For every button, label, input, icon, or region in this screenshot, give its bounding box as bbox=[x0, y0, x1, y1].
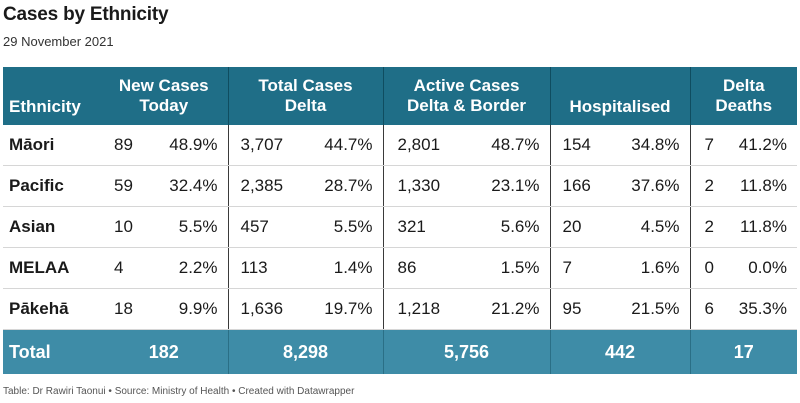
cell-total-pct: 28.7% bbox=[303, 165, 383, 207]
cell-death-count: 2 bbox=[689, 165, 726, 207]
total-label: Total bbox=[3, 329, 100, 374]
header-active-cases-label: Active Cases Delta & Border bbox=[406, 76, 527, 115]
total-active-cases: 5,756 bbox=[382, 329, 550, 374]
cell-active-count: 1,218 bbox=[382, 288, 465, 330]
header-active-cases: Active Cases Delta & Border bbox=[382, 67, 550, 125]
table-subtitle: 29 November 2021 bbox=[3, 34, 114, 49]
header-row: Ethnicity New Cases Today Total Cases De… bbox=[3, 67, 797, 125]
table-row: Māori 89 48.9% 3,707 44.7% 2,801 48.7% 1… bbox=[3, 125, 797, 166]
cell-active-pct: 21.2% bbox=[465, 288, 550, 330]
cell-hosp-count: 166 bbox=[549, 165, 612, 207]
cell-hosp-count: 20 bbox=[549, 206, 612, 248]
cell-ethnicity: MELAA bbox=[3, 247, 100, 289]
cell-hosp-count: 95 bbox=[549, 288, 612, 330]
cell-total-count: 113 bbox=[227, 247, 303, 289]
cell-ethnicity: Pākehā bbox=[3, 288, 100, 330]
cell-hosp-count: 7 bbox=[549, 247, 612, 289]
cell-active-pct: 1.5% bbox=[465, 247, 550, 289]
cell-total-count: 2,385 bbox=[227, 165, 303, 207]
cell-new-pct: 9.9% bbox=[148, 288, 228, 330]
header-total-cases-label: Total Cases Delta bbox=[258, 76, 353, 115]
cell-death-count: 6 bbox=[689, 288, 726, 330]
cell-hosp-pct: 21.5% bbox=[612, 288, 690, 330]
cell-total-pct: 19.7% bbox=[303, 288, 383, 330]
cell-active-pct: 5.6% bbox=[465, 206, 550, 248]
cell-total-count: 3,707 bbox=[227, 125, 303, 166]
cell-ethnicity: Pacific bbox=[3, 165, 100, 207]
cell-active-count: 86 bbox=[382, 247, 465, 289]
cell-total-pct: 1.4% bbox=[303, 247, 383, 289]
header-new-cases-label: New Cases Today bbox=[118, 76, 209, 115]
cell-death-pct: 35.3% bbox=[726, 288, 797, 330]
header-deaths: Delta Deaths bbox=[689, 67, 797, 125]
cell-ethnicity: Māori bbox=[3, 125, 100, 166]
cell-death-count: 0 bbox=[689, 247, 726, 289]
cell-new-count: 89 bbox=[100, 125, 148, 166]
cell-hosp-pct: 4.5% bbox=[612, 206, 690, 248]
cell-hosp-pct: 1.6% bbox=[612, 247, 690, 289]
cases-table: Ethnicity New Cases Today Total Cases De… bbox=[3, 67, 797, 374]
cell-active-count: 321 bbox=[382, 206, 465, 248]
cell-death-pct: 11.8% bbox=[726, 165, 797, 207]
cell-active-pct: 23.1% bbox=[465, 165, 550, 207]
header-new-cases: New Cases Today bbox=[100, 67, 228, 125]
total-cases: 8,298 bbox=[227, 329, 383, 374]
cell-hosp-pct: 34.8% bbox=[612, 125, 690, 166]
header-deaths-label: Delta Deaths bbox=[715, 76, 773, 115]
cell-new-count: 10 bbox=[100, 206, 148, 248]
cell-ethnicity: Asian bbox=[3, 206, 100, 248]
total-new-cases: 182 bbox=[100, 329, 228, 374]
table-footer: Table: Dr Rawiri Taonui • Source: Minist… bbox=[3, 386, 355, 397]
cell-new-count: 59 bbox=[100, 165, 148, 207]
cell-active-pct: 48.7% bbox=[465, 125, 550, 166]
table-row: Asian 10 5.5% 457 5.5% 321 5.6% 20 4.5% … bbox=[3, 206, 797, 248]
header-hospitalised: Hospitalised bbox=[549, 67, 690, 125]
cell-total-pct: 44.7% bbox=[303, 125, 383, 166]
cell-death-count: 7 bbox=[689, 125, 726, 166]
total-deaths: 17 bbox=[689, 329, 797, 374]
cell-death-pct: 41.2% bbox=[726, 125, 797, 166]
cell-total-pct: 5.5% bbox=[303, 206, 383, 248]
table-title: Cases by Ethnicity bbox=[3, 4, 169, 25]
cell-active-count: 1,330 bbox=[382, 165, 465, 207]
header-ethnicity: Ethnicity bbox=[3, 67, 100, 125]
cell-new-pct: 32.4% bbox=[148, 165, 228, 207]
cell-total-count: 1,636 bbox=[227, 288, 303, 330]
cell-death-pct: 11.8% bbox=[726, 206, 797, 248]
cell-new-count: 4 bbox=[100, 247, 148, 289]
table-row: MELAA 4 2.2% 113 1.4% 86 1.5% 7 1.6% 0 0… bbox=[3, 247, 797, 289]
table-row: Pacific 59 32.4% 2,385 28.7% 1,330 23.1%… bbox=[3, 165, 797, 207]
table-row: Pākehā 18 9.9% 1,636 19.7% 1,218 21.2% 9… bbox=[3, 288, 797, 330]
cell-death-pct: 0.0% bbox=[726, 247, 797, 289]
total-hospitalised: 442 bbox=[549, 329, 690, 374]
cell-hosp-count: 154 bbox=[549, 125, 612, 166]
cell-death-count: 2 bbox=[689, 206, 726, 248]
cell-new-pct: 2.2% bbox=[148, 247, 228, 289]
cell-total-count: 457 bbox=[227, 206, 303, 248]
cell-new-pct: 48.9% bbox=[148, 125, 228, 166]
total-row: Total 182 8,298 5,756 442 17 bbox=[3, 329, 797, 374]
cell-hosp-pct: 37.6% bbox=[612, 165, 690, 207]
cell-new-pct: 5.5% bbox=[148, 206, 228, 248]
cell-new-count: 18 bbox=[100, 288, 148, 330]
header-total-cases: Total Cases Delta bbox=[227, 67, 383, 125]
cell-active-count: 2,801 bbox=[382, 125, 465, 166]
